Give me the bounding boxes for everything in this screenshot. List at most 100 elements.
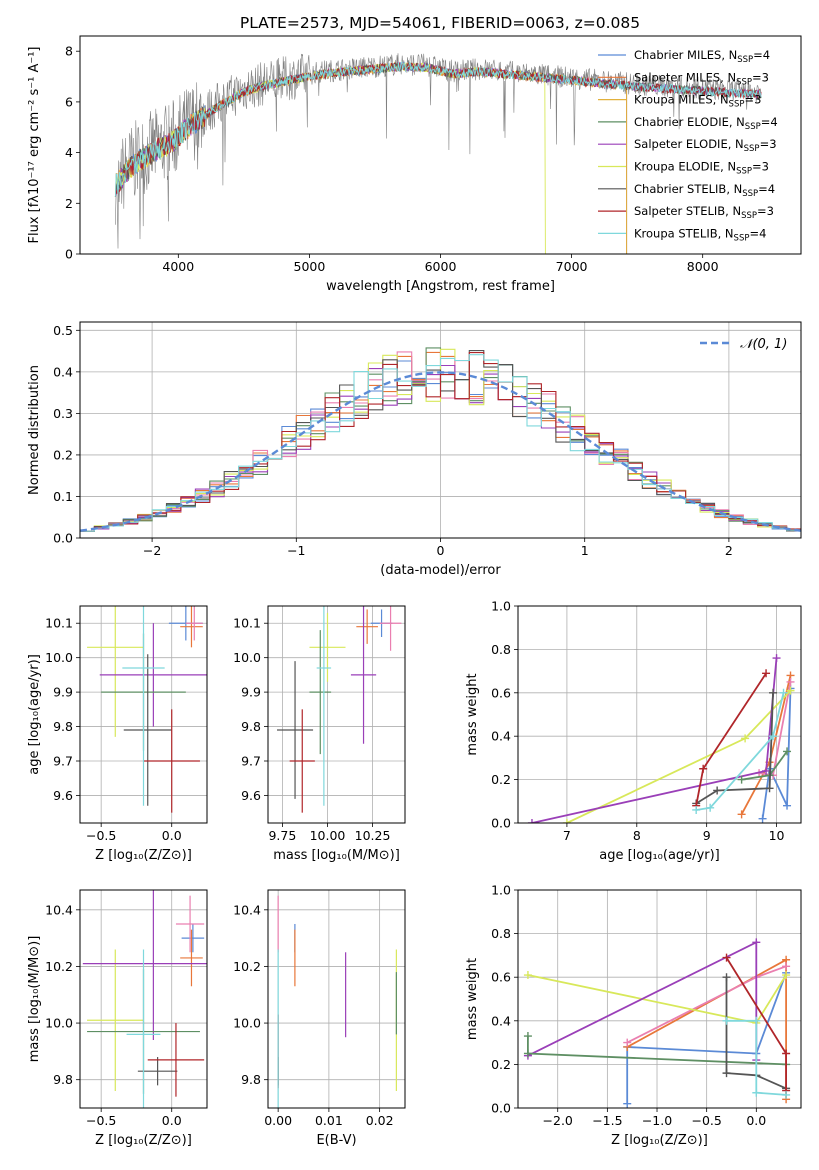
x-tick-label: 0.0 — [162, 1113, 182, 1128]
y-tick-label: 8 — [65, 44, 73, 59]
x-tick-label: 7 — [563, 828, 571, 843]
x-tick-label: 10.00 — [310, 828, 346, 843]
weight-line — [696, 692, 785, 811]
y-tick-label: 0.3 — [53, 406, 73, 421]
weight-point-marker — [779, 688, 788, 697]
x-tick-label: 0.0 — [746, 1113, 766, 1128]
y-tick-label: 0.6 — [491, 685, 511, 700]
plot-area — [82, 890, 207, 1108]
y-tick-label: 9.7 — [53, 754, 73, 769]
x-tick-label: 0.02 — [366, 1113, 394, 1128]
weight-point-marker — [523, 971, 532, 980]
plot-area — [87, 606, 207, 813]
y-axis-label: Normed distribution — [27, 365, 42, 495]
x-axis-label: E(B-V) — [316, 1133, 356, 1148]
histogram-step — [80, 354, 801, 532]
y-tick-label: 10.4 — [45, 902, 73, 917]
axes-frame — [267, 889, 406, 1109]
panel-mass-vs-EBV: 0.00 0.01 0.02 9.8 10.0 10.2 10.4 E(B-V) — [233, 889, 406, 1148]
x-tick-label: −2 — [143, 543, 161, 558]
y-tick-label: 9.6 — [241, 788, 261, 803]
y-tick-label: 9.8 — [53, 719, 73, 734]
y-tick-label: 9.8 — [53, 1072, 73, 1087]
histogram-step — [80, 352, 801, 532]
weight-point-marker — [699, 764, 708, 773]
y-tick-label: 10.2 — [45, 959, 73, 974]
weight-point-marker — [786, 686, 795, 695]
y-tick-label: 10.0 — [233, 650, 261, 665]
x-tick-label: 10.25 — [355, 828, 391, 843]
weight-point-marker — [782, 1090, 791, 1099]
x-tick-label: 0.01 — [315, 1113, 343, 1128]
weight-point-marker — [737, 810, 746, 819]
model-spectrum-line — [114, 61, 762, 197]
plot-area — [277, 606, 402, 813]
plot-area — [114, 53, 762, 254]
x-tick-label: 2 — [725, 543, 733, 558]
weight-point-marker — [782, 962, 791, 971]
axes-frame — [517, 889, 802, 1109]
y-axis-label: mass [log₁₀(M/M⊙)] — [27, 936, 42, 1063]
x-axis-label: age [log₁₀(age/yr)] — [599, 848, 720, 863]
y-tick-label: 0.1 — [53, 489, 73, 504]
weight-line — [695, 692, 774, 805]
plot-area — [80, 347, 801, 532]
x-tick-label: −1.5 — [592, 1113, 622, 1128]
y-axis-label: age [log₁₀(age/yr)] — [27, 654, 42, 775]
x-axis-label: wavelength [Angstrom, rest frame] — [326, 279, 555, 294]
x-tick-label: 5000 — [294, 259, 326, 274]
x-tick-label: 10 — [769, 828, 785, 843]
legend-entry: Chabrier STELIB, NSSP=4 — [634, 182, 775, 199]
y-tick-label: 9.6 — [53, 788, 73, 803]
y-tick-label: 2 — [65, 196, 73, 211]
panel-mass-vs-Z: −0.5 0.0 9.8 10.0 10.2 10.4 Z [log₁₀(Z/Z⊙)] mas… — [27, 889, 208, 1148]
y-tick-label: 0.2 — [491, 772, 511, 787]
y-tick-label: 0.4 — [491, 1013, 511, 1028]
weight-line — [726, 1019, 787, 1096]
y-tick-label: 4 — [65, 145, 73, 160]
x-tick-label: −0.5 — [86, 828, 116, 843]
x-axis-label: Z [log₁₀(Z/Z⊙)] — [95, 848, 192, 863]
y-tick-label: 10.0 — [45, 1016, 73, 1031]
y-tick-label: 0.2 — [491, 1057, 511, 1072]
model-spectrum-line — [114, 61, 546, 254]
weight-line — [566, 689, 792, 823]
y-axis-label: mass weight — [465, 673, 480, 755]
x-tick-label: −1.0 — [642, 1113, 672, 1128]
legend-entry: Kroupa STELIB, NSSP=4 — [634, 226, 766, 243]
plot-area — [277, 895, 397, 1108]
x-axis-label: (data-model)/error — [380, 563, 501, 578]
y-tick-label: 0.6 — [491, 970, 511, 985]
weight-point-marker — [783, 747, 792, 756]
y-tick-label: 0.4 — [491, 729, 511, 744]
weight-point-marker — [758, 814, 767, 823]
weight-point-marker — [623, 1038, 632, 1047]
weight-point-marker — [752, 938, 761, 947]
weight-line — [725, 977, 787, 1090]
legend: Chabrier MILES, NSSP=4 Salpeter MILES, NS… — [598, 48, 778, 243]
y-tick-label: 10.0 — [45, 650, 73, 665]
weight-point-marker — [737, 775, 746, 784]
y-tick-label: 10.2 — [233, 959, 261, 974]
y-tick-label: 0.5 — [53, 323, 73, 338]
y-tick-label: 0.0 — [53, 531, 73, 546]
x-tick-label: 0 — [437, 543, 445, 558]
y-tick-label: 10.4 — [233, 902, 261, 917]
panel-age-vs-mass: 9.75 10.00 10.25 9.6 9.7 9.8 9.9 10.0 10.1 mass [… — [233, 605, 406, 863]
weight-point-marker — [772, 654, 781, 663]
y-tick-label: 10.0 — [233, 1016, 261, 1031]
legend-entry: Kroupa ELODIE, NSSP=3 — [634, 160, 769, 177]
y-axis-label: Flux [fλ10⁻¹⁷ erg cm⁻² s⁻¹ A⁻¹] — [27, 47, 42, 244]
axes-frame — [79, 605, 208, 824]
y-tick-label: 0.8 — [491, 642, 511, 657]
y-tick-label: 10.1 — [233, 616, 261, 631]
y-tick-label: 0 — [65, 247, 73, 262]
weight-line — [761, 688, 792, 819]
weight-line — [626, 972, 787, 1104]
weight-point-marker — [762, 669, 771, 678]
weight-point-marker — [741, 734, 750, 743]
x-tick-label: −0.5 — [691, 1113, 721, 1128]
x-tick-label: −0.5 — [86, 1113, 116, 1128]
weight-point-marker — [523, 1032, 532, 1041]
x-axis-label: Z [log₁₀(Z/Z⊙)] — [611, 1133, 708, 1148]
